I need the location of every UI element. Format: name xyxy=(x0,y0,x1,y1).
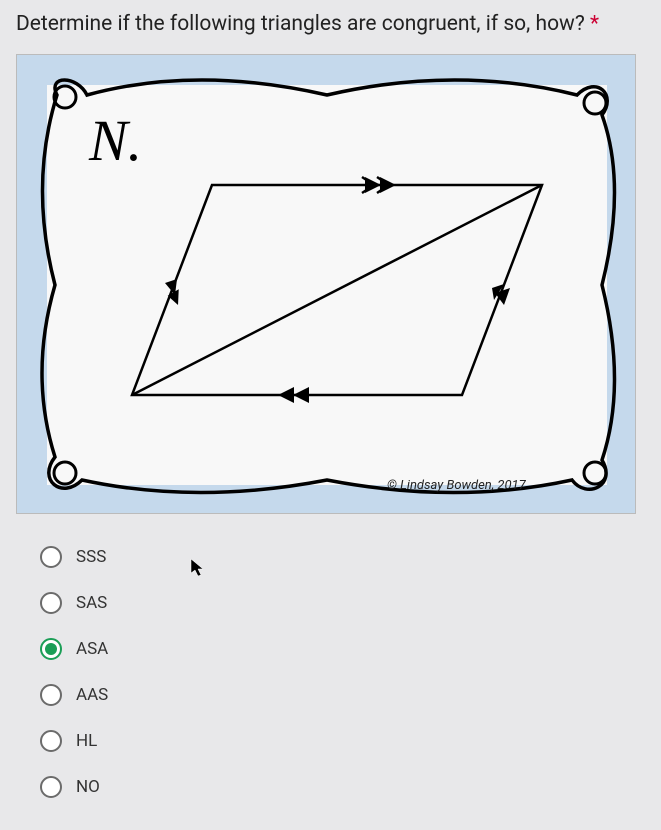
figure-letter: N. xyxy=(88,108,142,173)
option-label: SAS xyxy=(76,593,107,613)
required-asterisk: * xyxy=(590,12,599,36)
figure-svg: N. © Lindsay Bowden, 2017 xyxy=(17,55,637,515)
option-no[interactable]: NO xyxy=(16,764,645,810)
option-aas[interactable]: AAS xyxy=(16,672,645,718)
question-prompt: Determine if the following triangles are… xyxy=(16,12,585,36)
radio-icon[interactable] xyxy=(40,776,62,798)
option-sss[interactable]: SSS xyxy=(16,534,645,580)
question-text: Determine if the following triangles are… xyxy=(16,12,645,36)
radio-icon[interactable] xyxy=(40,684,62,706)
options-group: SSS SAS ASA AAS HL NO xyxy=(16,534,645,810)
figure-container: N. © Lindsay Bowden, 2017 xyxy=(16,54,636,514)
option-label: HL xyxy=(76,731,97,751)
option-hl[interactable]: HL xyxy=(16,718,645,764)
option-label: AAS xyxy=(76,685,108,705)
radio-icon[interactable] xyxy=(40,592,62,614)
cursor-icon xyxy=(190,558,206,583)
option-label: SSS xyxy=(76,547,106,567)
option-label: NO xyxy=(76,777,100,797)
option-label: ASA xyxy=(76,639,108,659)
option-sas[interactable]: SAS xyxy=(16,580,645,626)
radio-icon[interactable] xyxy=(40,638,62,660)
radio-icon[interactable] xyxy=(40,730,62,752)
figure-copyright: © Lindsay Bowden, 2017 xyxy=(387,478,527,493)
option-asa[interactable]: ASA xyxy=(16,626,645,672)
radio-icon[interactable] xyxy=(40,546,62,568)
